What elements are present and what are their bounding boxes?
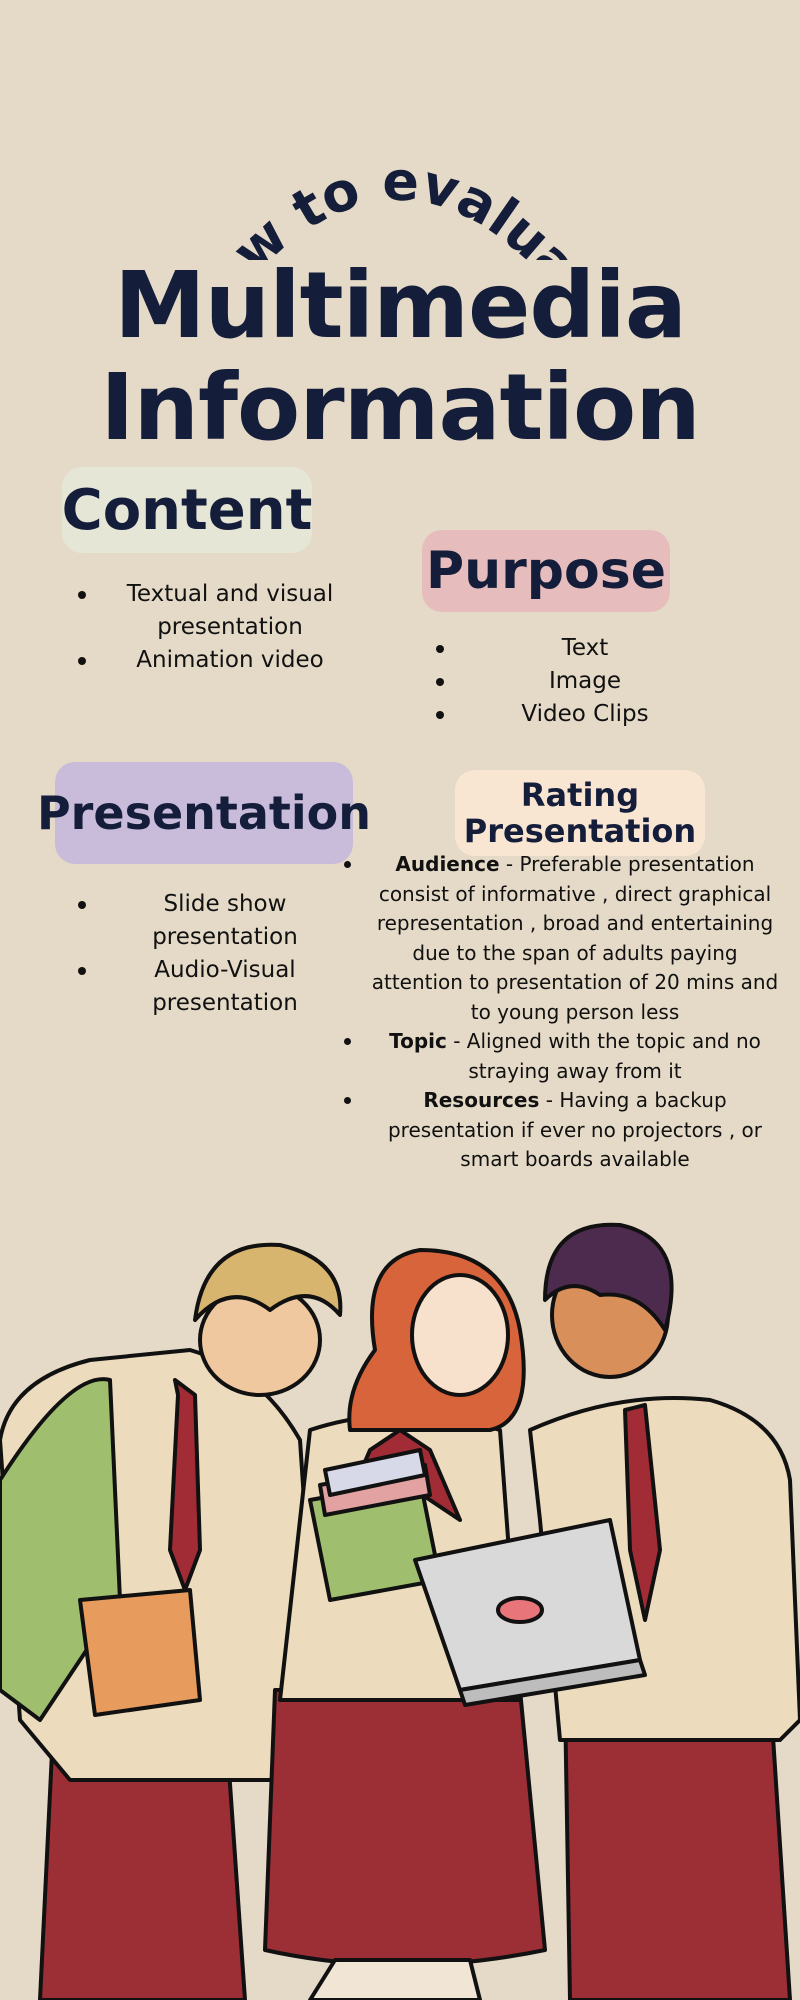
list-item: Resources - Having a backup presentation…	[340, 1086, 780, 1175]
students-illustration	[0, 1222, 800, 2000]
rating-heading-line-2: Presentation	[463, 812, 697, 850]
rating-text: - Preferable presentation consist of inf…	[371, 852, 779, 1024]
list-item: Image	[430, 665, 690, 698]
rating-heading: Rating Presentation	[455, 770, 705, 856]
left-student	[0, 1242, 343, 2000]
rating-list: Audience - Preferable presentation consi…	[340, 850, 780, 1175]
list-item: Slide show presentation	[70, 888, 320, 954]
rating-text: - Aligned with the topic and no straying…	[446, 1029, 761, 1083]
presentation-heading: Presentation	[37, 762, 371, 864]
list-item: Audience - Preferable presentation consi…	[340, 850, 780, 1027]
list-item: Audio-Visual presentation	[70, 954, 320, 1020]
arc-subtitle-text: How to evaluate	[163, 150, 633, 260]
rating-term: Resources	[423, 1088, 540, 1112]
page-title: Multimedia Information	[0, 255, 800, 459]
title-line-2: Information	[100, 354, 701, 461]
list-item: Textual and visual presentation	[70, 578, 360, 644]
list-item: Topic - Aligned with the topic and no st…	[340, 1027, 780, 1086]
rating-term: Audience	[395, 852, 500, 876]
middle-student	[263, 1248, 547, 2000]
purpose-heading: Purpose	[422, 530, 670, 612]
list-item: Text	[430, 632, 690, 665]
arc-subtitle: How to evaluate	[163, 150, 633, 260]
presentation-list: Slide show presentation Audio-Visual pre…	[70, 888, 320, 1020]
rating-heading-line-1: Rating	[520, 776, 640, 814]
laptop-icon	[413, 1518, 647, 1707]
title-line-1: Multimedia	[114, 252, 687, 359]
list-item: Animation video	[70, 644, 360, 677]
purpose-list: Text Image Video Clips	[430, 632, 690, 731]
rating-term: Topic	[389, 1029, 447, 1053]
list-item: Video Clips	[430, 698, 690, 731]
content-list: Textual and visual presentation Animatio…	[70, 578, 360, 677]
rating-text: - Having a backup presentation if ever n…	[387, 1088, 763, 1171]
content-heading: Content	[62, 467, 312, 553]
